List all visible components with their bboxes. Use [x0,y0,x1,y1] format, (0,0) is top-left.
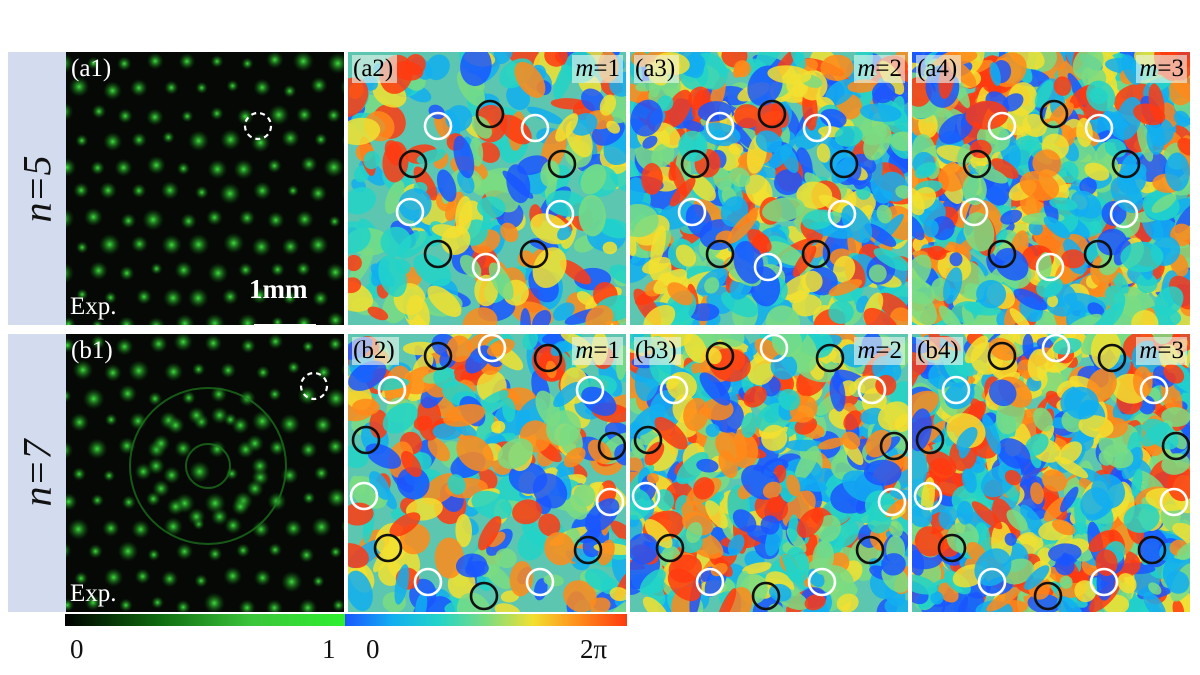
intensity-colorbar [65,614,345,626]
phase-image [912,334,1190,612]
phase-image [348,52,626,325]
m-label-b2: m=1 [572,337,623,365]
row-band-n5: n=5 [8,52,66,325]
m-label-a2: m=1 [572,55,623,83]
phase-image [630,334,908,612]
intensity-colorbar-min: 0 [70,634,84,664]
scale-bar-label: 1mm [249,274,308,304]
panel-label-a4: (a4) [916,55,962,83]
exp-label-b1: Exp. [70,580,117,607]
panel-label-a2: (a2) [352,55,398,83]
exp-label-a1: Exp. [70,293,117,320]
intensity-image [66,52,344,325]
phase-colorbar-min: 0 [366,634,380,664]
panel-a4: (a4) m=3 [912,52,1190,325]
panel-label-b4: (b4) [916,337,963,365]
panel-label-b2: (b2) [352,337,399,365]
phase-colorbar [345,614,627,626]
m-label-a4: m=3 [1136,55,1187,83]
m-label-b4: m=3 [1136,337,1187,365]
row-band-n7: n=7 [8,334,66,612]
panel-b4: (b4) m=3 [912,334,1190,612]
phase-colorbar-max: 2π [580,634,608,664]
row-label-n5: n=5 [14,155,60,222]
intensity-image [66,334,344,612]
panel-b3: (b3) m=2 [630,334,908,612]
m-label-b3: m=2 [854,337,905,365]
phase-image [348,334,626,612]
panel-label-b1: (b1) [71,337,113,364]
panel-b2: (b2) m=1 [348,334,626,612]
panel-a1: (a1) Exp. 1mm [66,52,344,325]
phase-image [630,52,908,325]
panel-a2: (a2) m=1 [348,52,626,325]
panel-b1: (b1) Exp. [66,334,344,612]
panel-label-b3: (b3) [634,337,681,365]
m-label-a3: m=2 [854,55,905,83]
panel-label-a1: (a1) [71,55,112,82]
row-label-n7: n=7 [14,439,60,507]
phase-image [912,52,1190,325]
intensity-colorbar-max: 1 [322,634,336,664]
panel-a3: (a3) m=2 [630,52,908,325]
panel-label-a3: (a3) [634,55,680,83]
scale-bar [254,324,316,325]
